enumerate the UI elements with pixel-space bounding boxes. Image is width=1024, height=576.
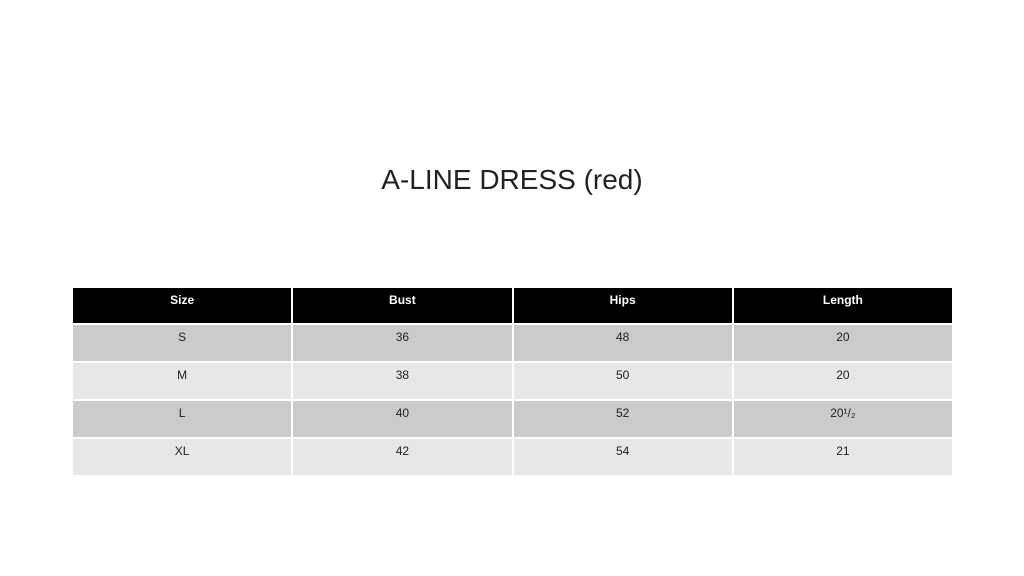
header-length: Length (731, 286, 955, 325)
cell-bust: 40 (291, 399, 514, 439)
cell-size: M (70, 361, 294, 401)
cell-size: S (70, 323, 294, 363)
table-row: S 36 48 20 (70, 323, 955, 363)
table-row: M 38 50 20 (70, 361, 955, 401)
header-size: Size (70, 286, 294, 325)
cell-bust: 38 (291, 361, 514, 401)
cell-hips: 54 (511, 437, 734, 477)
table-row: XL 42 54 21 (70, 437, 955, 477)
cell-bust: 36 (291, 323, 514, 363)
size-chart-table: Size Bust Hips Length S 36 48 20 M 38 50… (70, 286, 955, 477)
table-row: L 40 52 20¹/₂ (70, 399, 955, 439)
header-bust: Bust (291, 286, 514, 325)
cell-size: XL (70, 437, 294, 477)
cell-size: L (70, 399, 294, 439)
header-hips: Hips (511, 286, 734, 325)
cell-length: 20 (731, 361, 955, 401)
cell-hips: 48 (511, 323, 734, 363)
cell-hips: 50 (511, 361, 734, 401)
cell-length: 21 (731, 437, 955, 477)
page-title: A-LINE DRESS (red) (381, 164, 643, 195)
cell-bust: 42 (291, 437, 514, 477)
cell-hips: 52 (511, 399, 734, 439)
table-header-row: Size Bust Hips Length (70, 286, 955, 325)
cell-length: 20 (731, 323, 955, 363)
cell-length: 20¹/₂ (731, 399, 955, 439)
